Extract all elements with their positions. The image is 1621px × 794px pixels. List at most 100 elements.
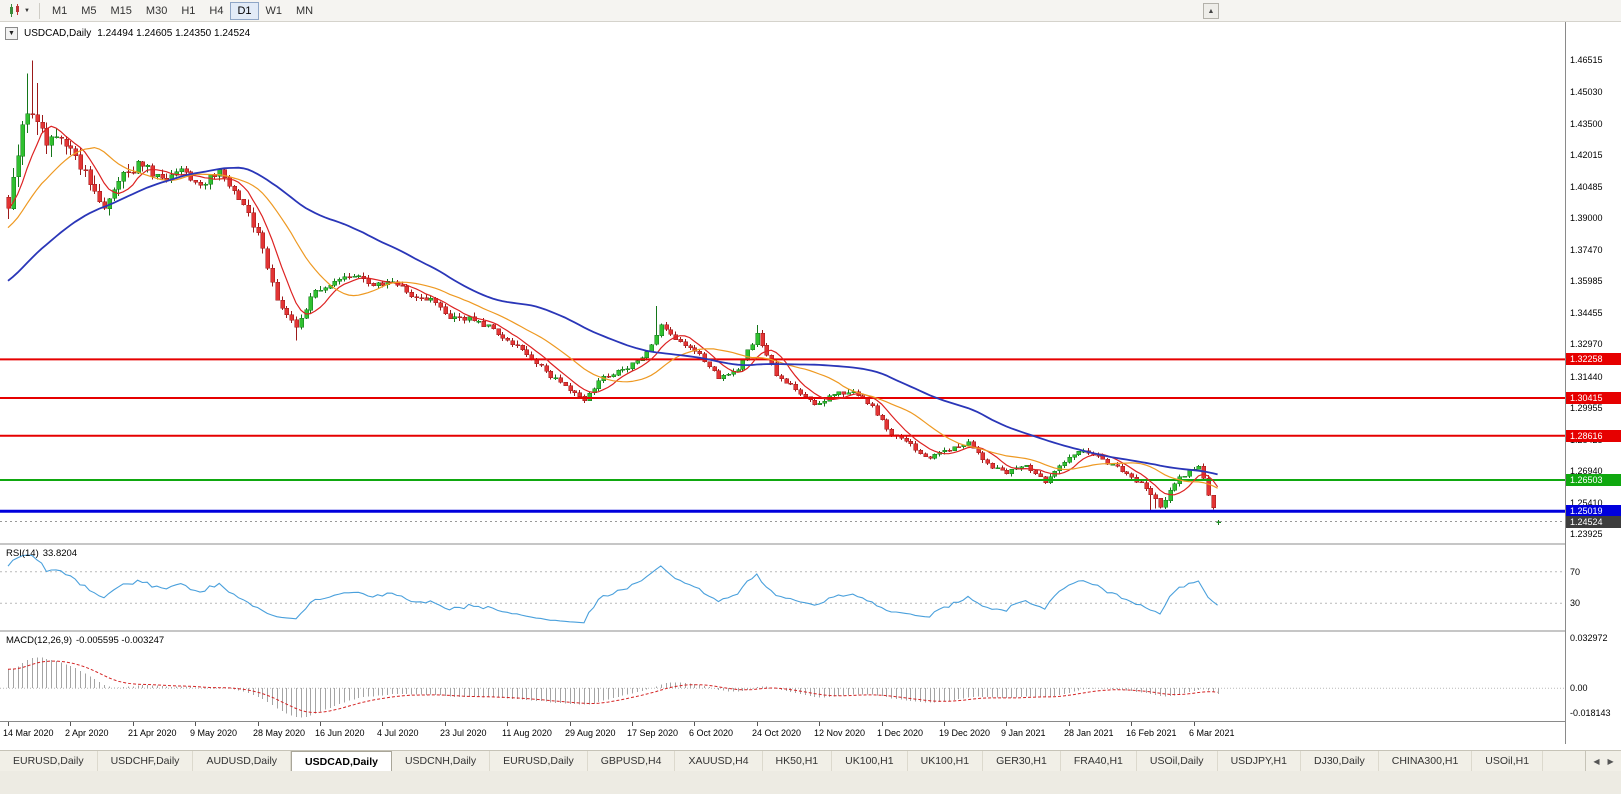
date-label: 9 May 2020	[190, 728, 238, 738]
price-chart[interactable]	[0, 22, 1565, 543]
toolbar-separator	[38, 2, 40, 19]
price-tick-label: 1.43500	[1570, 119, 1603, 129]
tab-usdjpy-h1[interactable]: USDJPY,H1	[1218, 751, 1301, 772]
tab-usdcad-daily[interactable]: USDCAD,Daily	[291, 751, 392, 772]
time-tick	[944, 722, 945, 726]
date-label: 21 Apr 2020	[128, 728, 177, 738]
price-tick-label: 1.35985	[1570, 276, 1603, 286]
price-tick-label: 1.45030	[1570, 87, 1603, 97]
timeframe-button-m5[interactable]: M5	[74, 2, 103, 20]
rsi-name: RSI(14)	[6, 548, 39, 559]
time-tick	[507, 722, 508, 726]
timeframe-button-m30[interactable]: M30	[139, 2, 174, 20]
tab-eurusd-daily[interactable]: EURUSD,Daily	[0, 751, 98, 772]
timeframe-button-mn[interactable]: MN	[289, 2, 320, 20]
date-label: 23 Jul 2020	[440, 728, 487, 738]
date-label: 11 Aug 2020	[502, 728, 552, 738]
tab-fra40-h1[interactable]: FRA40,H1	[1061, 751, 1137, 772]
date-label: 28 May 2020	[253, 728, 306, 738]
chart-symbol-label: USDCAD,Daily	[24, 28, 92, 39]
price-tick-label: 1.25410	[1570, 498, 1603, 508]
timeframe-button-w1[interactable]: W1	[259, 2, 290, 20]
time-tick	[632, 722, 633, 726]
rsi-level-label: 70	[1570, 567, 1581, 577]
price-tag: 1.30415	[1566, 392, 1621, 404]
time-tick	[70, 722, 71, 726]
date-label: 9 Jan 2021	[1001, 728, 1046, 738]
time-tick	[8, 722, 9, 726]
tabs-scroll-right-button[interactable]: ▶	[1607, 757, 1614, 766]
tab-usoil-h1[interactable]: USOil,H1	[1472, 751, 1544, 772]
chart-type-icon[interactable]: ▼	[4, 3, 34, 18]
time-tick	[1194, 722, 1195, 726]
chart-tabs-bar: EURUSD,Daily USDCHF,Daily AUDUSD,Daily USDC…	[0, 750, 1621, 772]
price-tick-label: 1.26940	[1570, 466, 1603, 476]
date-label: 19 Dec 2020	[939, 728, 991, 738]
rsi-label: RSI(14) 33.8204	[6, 548, 81, 559]
window-footer	[0, 771, 1621, 794]
tab-hk50-h1[interactable]: HK50,H1	[763, 751, 833, 772]
timeframe-button-m1[interactable]: M1	[45, 2, 74, 20]
date-label: 24 Oct 2020	[752, 728, 802, 738]
tab-gbpusd-h4[interactable]: GBPUSD,H4	[588, 751, 676, 772]
macd-axis-label: -0.018143	[1570, 708, 1611, 718]
tab-uk100-h1[interactable]: UK100,H1	[908, 751, 984, 772]
macd-indicator-pane[interactable]	[0, 632, 1565, 720]
time-tick	[757, 722, 758, 726]
timeframe-button-m15[interactable]: M15	[104, 2, 139, 20]
axis-divider	[0, 721, 1621, 722]
rsi-indicator-pane[interactable]	[0, 545, 1565, 630]
timeframe-button-h1[interactable]: H1	[174, 2, 202, 20]
timeframe-group: M1 M5 M15 M30 H1 H4 D1 W1 MN	[45, 1, 320, 20]
chevron-down-icon: ▼	[24, 7, 30, 14]
price-tick-label: 1.37470	[1570, 245, 1603, 255]
date-label: 4 Jul 2020	[377, 728, 419, 738]
tabs-scroll-left-button[interactable]: ◀	[1593, 757, 1600, 766]
one-click-trading-toggle[interactable]: ▼	[5, 27, 18, 40]
price-tick-label: 1.29955	[1570, 403, 1603, 413]
price-tick-label: 1.39000	[1570, 213, 1603, 223]
tab-usoil-daily[interactable]: USOil,Daily	[1137, 751, 1218, 772]
price-tag: 1.24524	[1566, 516, 1621, 528]
chart-title: ▼ USDCAD,Daily 1.24494 1.24605 1.24350 1…	[5, 27, 250, 40]
chart-ohlc-label: 1.24494 1.24605 1.24350 1.24524	[97, 28, 251, 39]
tab-xauusd-h4[interactable]: XAUUSD,H4	[675, 751, 763, 772]
tab-uk100-h1[interactable]: UK100,H1	[832, 751, 908, 772]
tab-dj30-daily[interactable]: DJ30,Daily	[1301, 751, 1379, 772]
price-tick-label: 1.46515	[1570, 55, 1603, 65]
timeframe-button-h4[interactable]: H4	[202, 2, 230, 20]
tab-scroll-controls: ◀ ▶	[1585, 751, 1621, 772]
tab-usdcnh-daily[interactable]: USDCNH,Daily	[392, 751, 491, 772]
tab-eurusd-daily[interactable]: EURUSD,Daily	[490, 751, 588, 772]
pane-splitter[interactable]	[0, 543, 1621, 545]
price-tick-label: 1.40485	[1570, 182, 1603, 192]
timeframe-button-d1[interactable]: D1	[230, 2, 259, 20]
date-label: 2 Apr 2020	[65, 728, 109, 738]
candlestick-icon	[10, 4, 19, 17]
tab-usdchf-daily[interactable]: USDCHF,Daily	[98, 751, 194, 772]
date-label: 12 Nov 2020	[814, 728, 866, 738]
macd-name: MACD(12,26,9)	[6, 635, 72, 646]
time-tick	[258, 722, 259, 726]
date-label: 17 Sep 2020	[627, 728, 679, 738]
price-tick-label: 1.31440	[1570, 372, 1603, 382]
price-tag: 1.32258	[1566, 353, 1621, 365]
pane-splitter[interactable]	[0, 630, 1621, 632]
date-label: 6 Oct 2020	[689, 728, 734, 738]
tab-audusd-daily[interactable]: AUDUSD,Daily	[193, 751, 292, 772]
time-tick	[1006, 722, 1007, 726]
time-axis: 14 Mar 2020 2 Apr 2020 21 Apr 2020 9 May 20…	[0, 722, 1565, 744]
date-label: 28 Jan 2021	[1064, 728, 1114, 738]
timeframes-toolbar: ▼ M1 M5 M15 M30 H1 H4 D1 W1 MN ▲	[0, 0, 1621, 22]
tab-china300-h1[interactable]: CHINA300,H1	[1379, 751, 1473, 772]
toolbar-expand-button[interactable]: ▲	[1203, 3, 1219, 19]
macd-axis-label: 0.032972	[1570, 633, 1608, 643]
price-tick-label: 1.23925	[1570, 529, 1603, 539]
price-tick-label: 1.34455	[1570, 308, 1603, 318]
time-tick	[1069, 722, 1070, 726]
rsi-value: 33.8204	[42, 548, 78, 559]
time-tick	[133, 722, 134, 726]
tab-ger30-h1[interactable]: GER30,H1	[983, 751, 1061, 772]
date-label: 6 Mar 2021	[1189, 728, 1235, 738]
